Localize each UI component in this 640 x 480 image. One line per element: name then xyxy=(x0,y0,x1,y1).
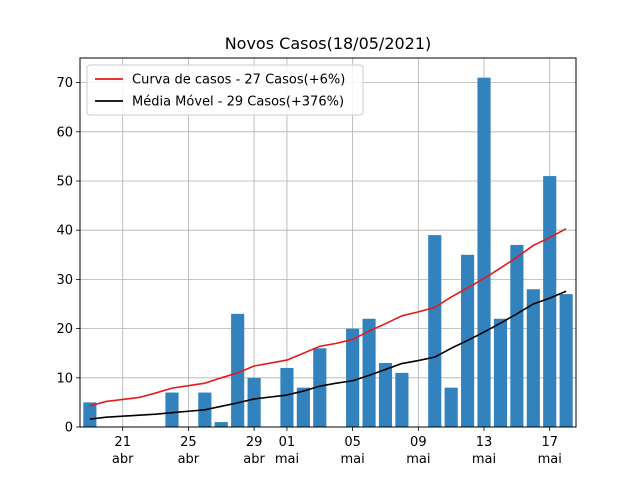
bar-day-25 xyxy=(493,318,508,427)
x-tick-label-month-13: mai xyxy=(472,452,496,467)
y-tick-label-30: 30 xyxy=(56,273,73,288)
x-tick-label-day-05: 05 xyxy=(344,435,361,450)
bar-day-26 xyxy=(510,244,524,427)
y-tick-label-10: 10 xyxy=(56,371,73,386)
bar-day-29 xyxy=(559,294,573,427)
y-tick-label-20: 20 xyxy=(56,322,73,337)
bar-day-24 xyxy=(477,77,491,428)
series-line-media-movel xyxy=(89,290,567,420)
bar-day-17 xyxy=(362,318,376,427)
x-tick-label-month-21: abr xyxy=(112,452,134,467)
bar-day-0 xyxy=(83,402,97,427)
legend-label-media-movel: Média Móvel - 29 Casos(+376%) xyxy=(132,95,344,110)
bar-day-28 xyxy=(543,176,557,427)
bar-day-13 xyxy=(296,387,310,427)
legend-box xyxy=(86,64,364,116)
x-tick-label-day-01: 01 xyxy=(279,435,296,450)
y-tick-label-70: 70 xyxy=(56,76,73,91)
x-tick-label-day-29: 29 xyxy=(246,435,263,450)
x-tick-label-month-01: mai xyxy=(275,452,299,467)
x-tick-label-day-21: 21 xyxy=(114,435,131,450)
y-tick-label-50: 50 xyxy=(56,175,73,190)
series-line-curva-de-casos xyxy=(89,228,567,407)
legend-label-curva-de-casos: Curva de casos - 27 Casos(+6%) xyxy=(132,73,345,88)
y-tick-label-60: 60 xyxy=(56,125,73,140)
x-tick-label-month-09: mai xyxy=(406,452,430,467)
series-lines xyxy=(89,228,567,420)
bar-day-8 xyxy=(214,422,228,427)
bar-day-16 xyxy=(346,328,360,427)
x-tick-label-month-29: abr xyxy=(243,452,265,467)
y-tick-label-0: 0 xyxy=(65,421,73,436)
x-tick-label-month-17: mai xyxy=(538,452,562,467)
chart-title: Novos Casos(18/05/2021) xyxy=(225,34,432,53)
x-tick-label-day-13: 13 xyxy=(476,435,493,450)
bars-group xyxy=(83,77,573,428)
plot-area-frame xyxy=(79,57,577,428)
bar-day-14 xyxy=(313,348,327,427)
x-tick-label-day-17: 17 xyxy=(541,435,558,450)
axis-ticks: 0 10 20 30 40 50 60 70 21 abr 25 abr 29 abr 01 mai 05 mai… xyxy=(56,76,561,467)
legend: Curva de casos - 27 Casos(+6%) Média Móve… xyxy=(86,64,364,116)
bar-day-19 xyxy=(395,372,409,427)
x-tick-label-day-09: 09 xyxy=(410,435,427,450)
bar-day-18 xyxy=(378,363,393,427)
x-tick-label-month-05: mai xyxy=(341,452,365,467)
x-tick-label-month-25: abr xyxy=(178,452,200,467)
bar-day-27 xyxy=(526,289,540,427)
bar-day-22 xyxy=(444,387,458,427)
x-tick-label-day-25: 25 xyxy=(180,435,197,450)
y-tick-label-40: 40 xyxy=(56,224,73,239)
bar-day-12 xyxy=(280,367,294,427)
bar-day-10 xyxy=(247,377,261,427)
bar-day-5 xyxy=(165,392,179,427)
bar-day-9 xyxy=(231,313,245,427)
bar-day-21 xyxy=(428,235,442,427)
